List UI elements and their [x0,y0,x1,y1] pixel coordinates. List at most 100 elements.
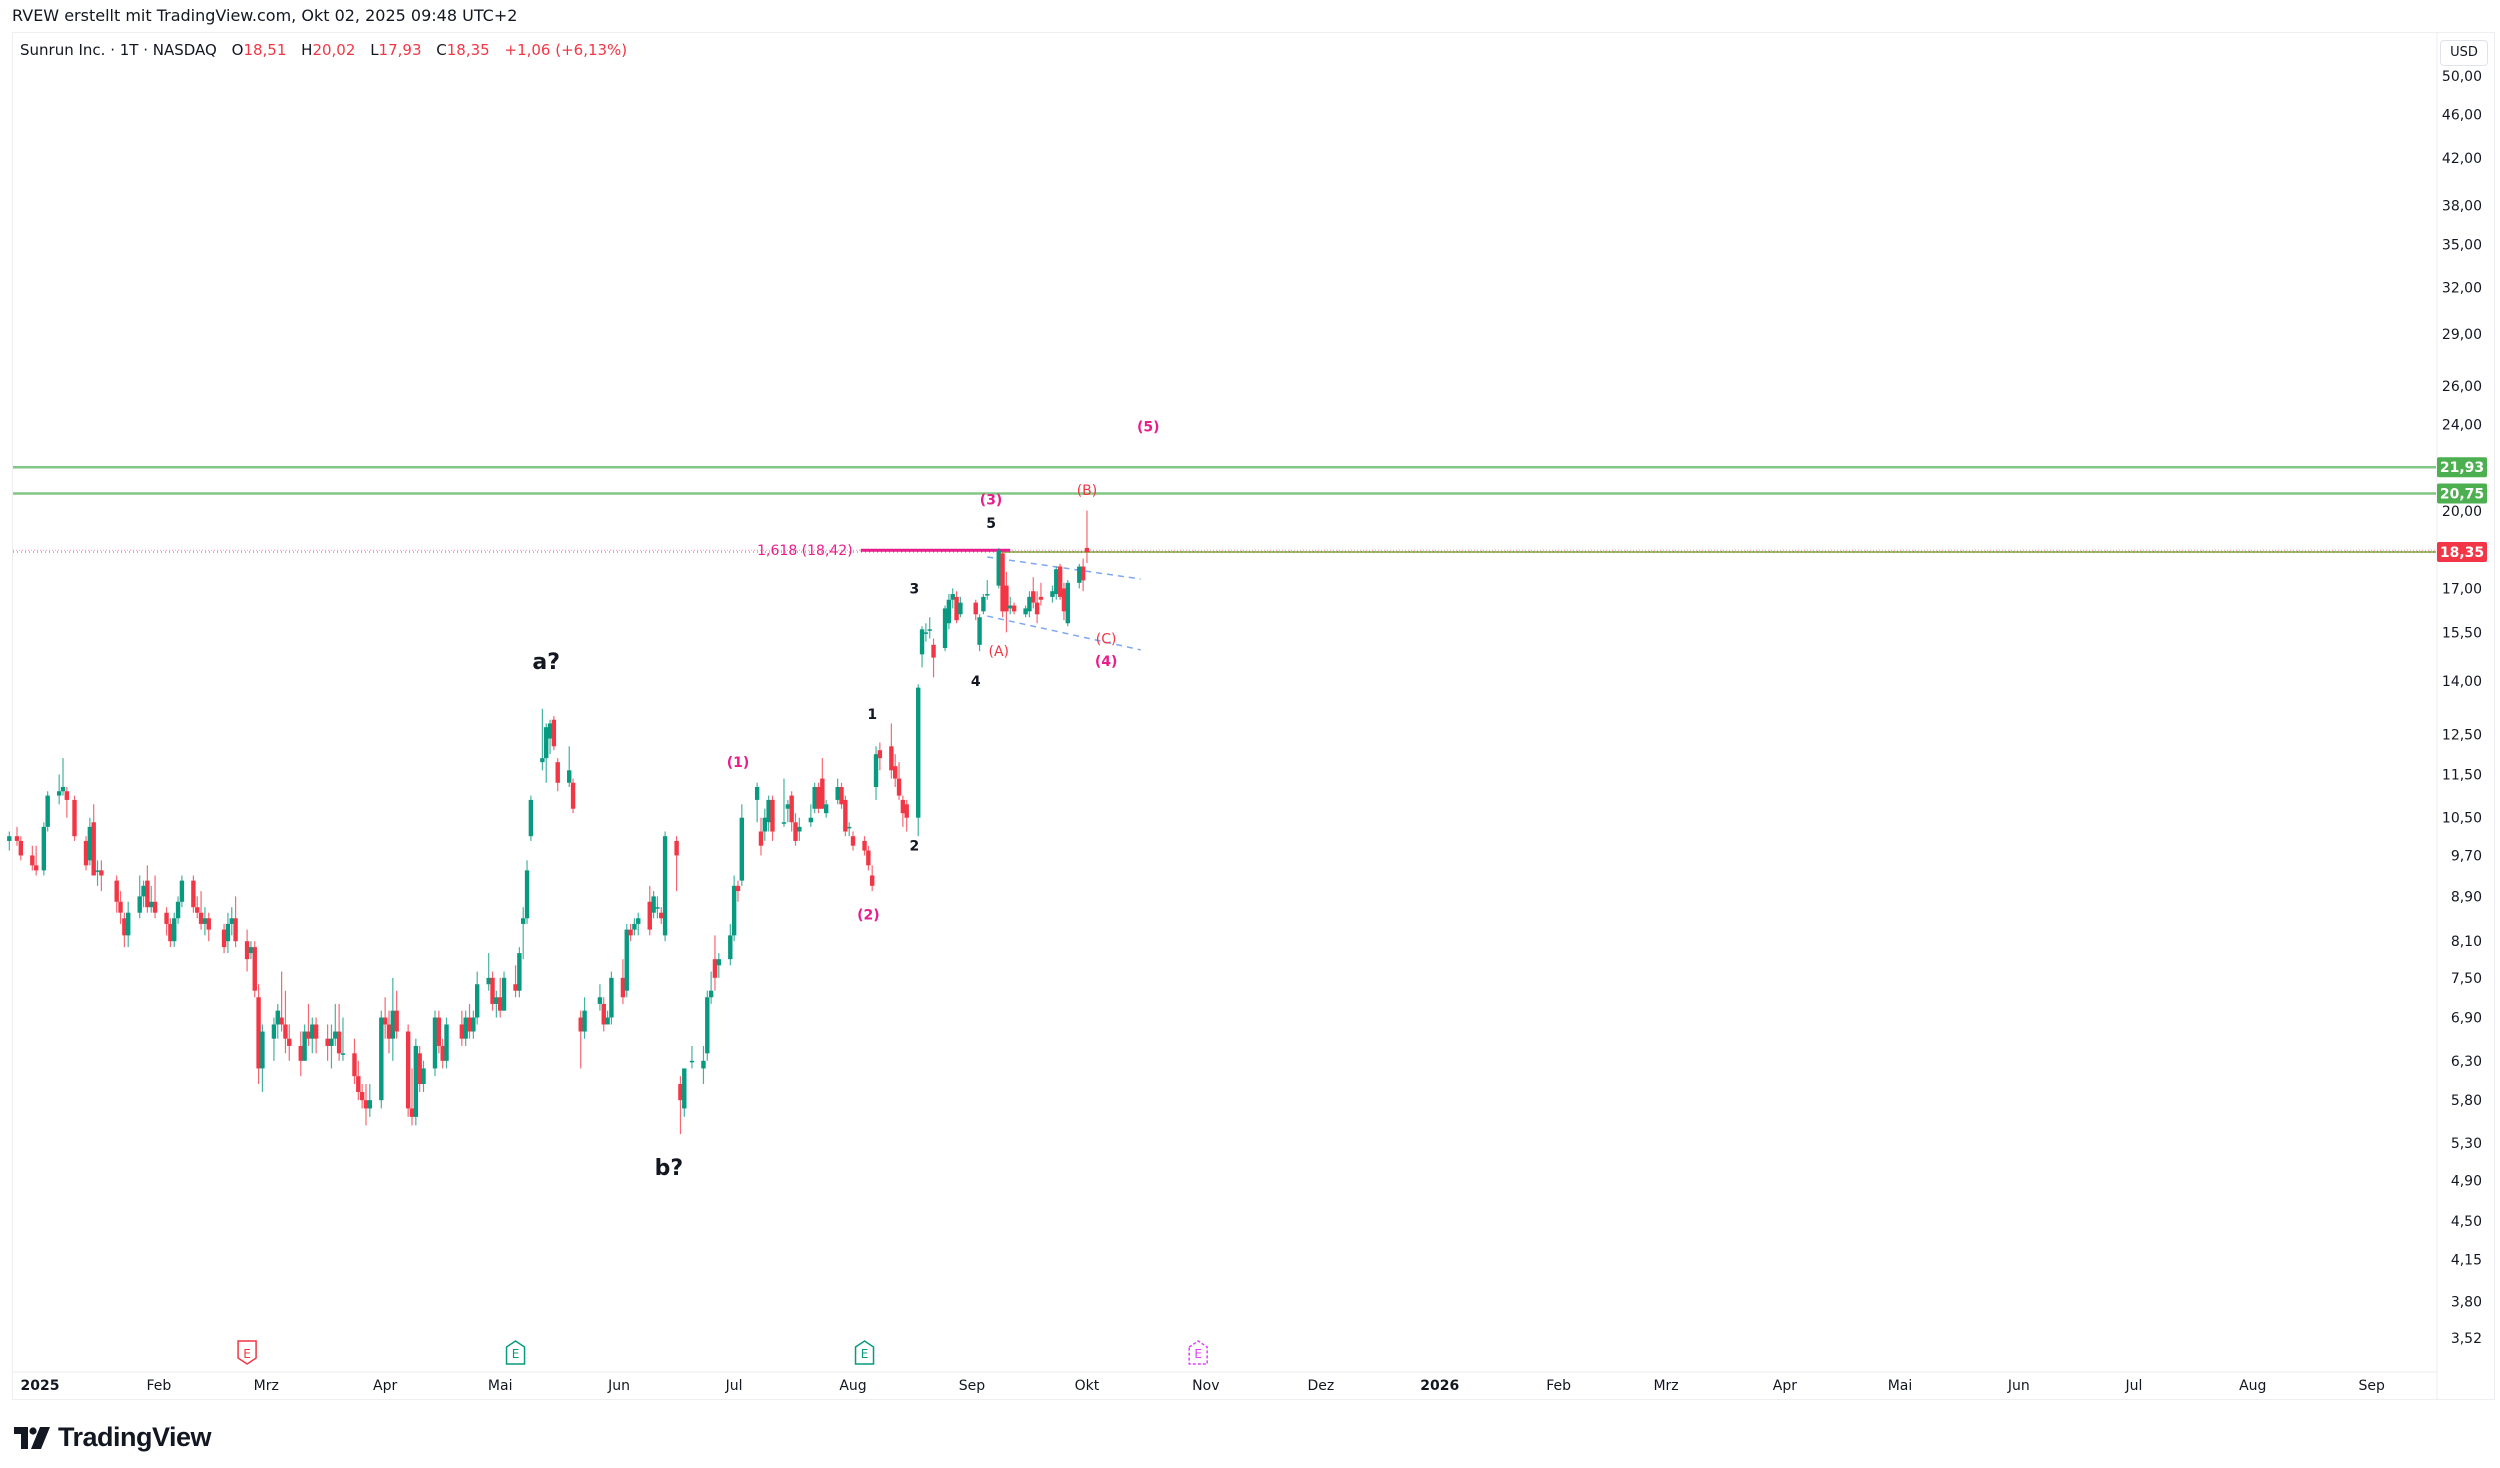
symbol-name[interactable]: Sunrun Inc. · 1T · NASDAQ [20,41,217,59]
tradingview-logo-icon [14,1426,50,1449]
elliott-wave-label: (2) [857,907,880,923]
candle-body [45,795,50,827]
candle-body [1004,585,1009,612]
elliott-wave-label: (1) [727,755,750,771]
candle-body [145,880,150,908]
candle-body [409,1108,415,1117]
candle-body [789,795,794,823]
candle-body [678,1084,683,1101]
candle-body [712,959,718,978]
candle-body [490,977,495,1004]
time-tick-label: Mrz [254,1378,279,1394]
candle-body [862,840,867,851]
candle-body [927,629,932,631]
price-tick-label: 14,00 [2442,674,2482,690]
candle-body [1077,566,1082,583]
currency-button[interactable]: USD [2440,40,2488,66]
time-tick-label: 2026 [1420,1378,1459,1394]
candle-body [544,727,549,759]
candle-body [762,817,768,832]
candle-body [636,918,641,924]
candle-body [1011,605,1017,612]
price-tick-label: 46,00 [2442,108,2482,124]
candle-body [835,786,840,800]
candle-body [843,799,848,832]
earnings-icon-glyph: E [243,1347,251,1361]
candle-body [996,550,1001,586]
price-tick-label: 50,00 [2442,69,2482,85]
candle-body [866,850,871,866]
candle-body [793,822,798,841]
candle-body [137,896,142,913]
candle-body [306,1031,311,1039]
candle-body [513,984,518,991]
time-tick-label: Feb [146,1378,171,1394]
chart-panel[interactable] [12,32,2495,1400]
candle-body [1057,566,1063,597]
earnings-icon-glyph: E [512,1347,520,1361]
candle-body [60,786,66,792]
candle-body [551,719,557,747]
candle-body [126,912,131,936]
candle-body [417,1053,422,1085]
price-tick-label: 15,50 [2442,625,2482,641]
earnings-icon-glyph: E [861,1347,869,1361]
candle-body [946,599,952,624]
candle-body [1050,591,1055,597]
tradingview-logo[interactable]: TradingView [14,1422,212,1453]
candle-body [708,990,714,998]
candle-body [1084,547,1090,553]
candle-body [528,799,534,837]
candle-body [547,723,553,739]
candle-body [283,1024,288,1039]
candle-body [333,1031,338,1039]
candle-body [64,791,70,800]
candle-body [486,977,491,985]
candle-body [440,1045,445,1061]
candle-body [785,804,791,809]
candle-body [1080,566,1086,581]
candle-body [118,901,123,913]
candle-body [256,997,261,1069]
candle-body [651,896,656,913]
candle-body [873,754,879,787]
price-tick-label: 7,50 [2451,971,2482,987]
level-price-tag-label: 20,75 [2440,487,2484,503]
candle-body [72,799,77,837]
candle-body [1027,596,1032,612]
candle-body [900,799,906,814]
price-tick-label: 4,50 [2451,1214,2482,1230]
elliott-wave-label: 1 [867,707,877,723]
time-tick-label: Jul [725,1378,743,1394]
candle-body [390,1010,396,1039]
candle-body [359,1092,365,1101]
candle-body [122,918,127,936]
level-price-tag [2437,483,2487,504]
candle-body [421,1068,426,1085]
snapshot-credit: RVEW erstellt mit TradingView.com, Okt 0… [12,6,518,25]
candle-body [474,984,480,1018]
candle-body [781,822,787,824]
candle-body [816,786,821,809]
fib-extension-label: 1,618 (18,42) [757,543,853,559]
candle-body [919,629,925,655]
candle-body [521,918,526,924]
candle-body [578,1017,583,1032]
candle-body [689,1060,695,1063]
candle-body [601,1003,606,1025]
candle-body [754,786,760,800]
candle-body [942,608,948,648]
candle-body [168,923,173,942]
time-tick-label: Dez [1308,1378,1335,1394]
candle-body [379,1017,384,1101]
candle-body [812,786,817,809]
candle-body [152,901,158,913]
candle-body [931,644,936,658]
candle-body [659,912,664,919]
time-tick-label: Jun [607,1378,630,1394]
time-tick-label: Aug [839,1378,866,1394]
candle-body [271,1024,277,1039]
price-tick-label: 11,50 [2442,767,2482,783]
